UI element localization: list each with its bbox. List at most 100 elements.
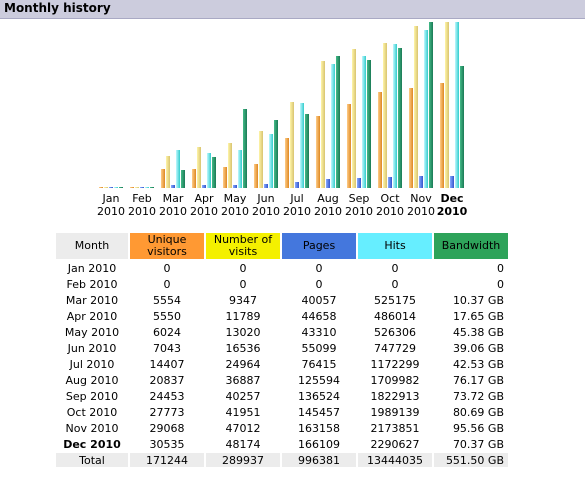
x-tick-year: 2010 xyxy=(252,205,280,218)
cell-month: Sep 2010 xyxy=(65,389,119,403)
x-tick-month: Dec xyxy=(440,192,463,205)
cell-month: Aug 2010 xyxy=(65,373,119,387)
cell-month: Apr 2010 xyxy=(66,309,118,323)
table-header-row: Month Unique visitors Number of visits P… xyxy=(56,233,508,259)
bar-unique_visitors-jul xyxy=(285,138,289,188)
cell-visits: 11789 xyxy=(225,309,261,323)
bar-unique_visitors-aug xyxy=(316,116,320,188)
x-tick-year: 2010 xyxy=(190,205,218,218)
x-tick-month: Jul xyxy=(289,192,303,205)
cell-uv: 171244 xyxy=(130,453,204,467)
x-tick-year: 2010 xyxy=(283,205,311,218)
bar-pages-may xyxy=(233,185,237,188)
bar-visits-dec xyxy=(445,22,449,188)
cell-visits: 9347 xyxy=(229,293,257,307)
cell-bw: 76.17 GB xyxy=(452,373,504,387)
cell-pages: 145457 xyxy=(298,405,340,419)
cell-bw: 42.53 GB xyxy=(452,357,504,371)
cell-visits: 48174 xyxy=(225,437,261,451)
cell-month: Feb 2010 xyxy=(66,277,118,291)
x-tick-year: 2010 xyxy=(97,205,125,218)
cell-hits: 526306 xyxy=(374,325,416,339)
cell-visits: 36887 xyxy=(225,373,261,387)
x-tick-year: 2010 xyxy=(128,205,156,218)
bar-bandwidth_gb-aug xyxy=(336,56,340,188)
bar-visits-may xyxy=(228,143,232,188)
bar-unique_visitors-jun xyxy=(254,164,258,188)
x-tick-year: 2010 xyxy=(159,205,187,218)
cell-hits: 1172299 xyxy=(370,357,420,371)
cell-visits: 41951 xyxy=(225,405,261,419)
cell-visits: 47012 xyxy=(225,421,261,435)
cell-visits: 289937 xyxy=(206,453,280,467)
cell-uv: 7043 xyxy=(153,341,181,355)
cell-hits: 525175 xyxy=(374,293,416,307)
cell-hits: 1709982 xyxy=(370,373,420,387)
bar-pages-jul xyxy=(295,182,299,188)
x-tick-year: 2010 xyxy=(345,205,373,218)
cell-bw: 39.06 GB xyxy=(452,341,504,355)
cell-uv: 30535 xyxy=(149,437,185,451)
cell-uv: 5550 xyxy=(153,309,181,323)
cell-visits: 40257 xyxy=(225,389,261,403)
cell-pages: 125594 xyxy=(298,373,340,387)
bar-hits-oct xyxy=(393,44,397,188)
cell-hits: 13444035 xyxy=(358,453,432,467)
cell-bw: 73.72 GB xyxy=(452,389,504,403)
bar-visits-oct xyxy=(383,43,387,188)
cell-pages: 55099 xyxy=(301,341,337,355)
table-row: Nov 2010 29068 47012 163158 2173851 95.56 GB xyxy=(56,421,508,435)
x-tick-month: Jan xyxy=(102,192,120,205)
x-tick-month: Apr xyxy=(194,192,214,205)
x-tick-month: Aug xyxy=(317,192,338,205)
cell-hits: 2173851 xyxy=(370,421,420,435)
bar-hits-feb xyxy=(145,187,149,188)
bar-unique_visitors-apr xyxy=(192,169,196,188)
bar-bandwidth_gb-mar xyxy=(181,170,185,188)
cell-uv: 0 xyxy=(163,261,171,275)
bar-visits-nov xyxy=(414,26,418,188)
table-row: May 2010 6024 13020 43310 526306 45.38 GB xyxy=(56,325,508,339)
cell-pages: 163158 xyxy=(298,421,340,435)
cell-pages: 136524 xyxy=(298,389,340,403)
bar-hits-aug xyxy=(331,64,335,188)
bar-unique_visitors-may xyxy=(223,167,227,188)
cell-month: Jan 2010 xyxy=(67,261,117,275)
bar-hits-jan xyxy=(114,187,118,188)
cell-visits: 13020 xyxy=(225,325,261,339)
bar-pages-apr xyxy=(202,185,206,188)
cell-bw: 45.38 GB xyxy=(452,325,504,339)
cell-month: Mar 2010 xyxy=(65,293,119,307)
bar-hits-dec xyxy=(455,22,459,188)
section-header: Monthly history xyxy=(0,0,585,19)
x-tick-month: Sep xyxy=(349,192,370,205)
bar-pages-mar xyxy=(171,185,175,188)
cell-pages: 76415 xyxy=(301,357,337,371)
table-total-row: Total 171244 289937 996381 13444035 551.50 GB xyxy=(56,453,508,467)
bar-bandwidth_gb-jul xyxy=(305,114,309,188)
table-row: Aug 2010 20837 36887 125594 1709982 76.17 GB xyxy=(56,373,508,387)
cell-month: Dec 2010 xyxy=(63,437,121,451)
cell-bw: 0 xyxy=(497,277,504,291)
bar-unique_visitors-dec xyxy=(440,83,444,188)
col-header-pages: Pages xyxy=(282,233,356,259)
bar-visits-jan xyxy=(104,187,108,188)
bar-unique_visitors-mar xyxy=(161,169,165,188)
cell-hits: 486014 xyxy=(374,309,416,323)
bar-hits-mar xyxy=(176,150,180,188)
cell-month: May 2010 xyxy=(64,325,120,339)
bar-visits-mar xyxy=(166,156,170,188)
cell-hits: 747729 xyxy=(374,341,416,355)
table-row: Sep 2010 24453 40257 136524 1822913 73.72 GB xyxy=(56,389,508,403)
bar-visits-feb xyxy=(135,187,139,188)
section-title: Monthly history xyxy=(4,1,111,15)
cell-uv: 6024 xyxy=(153,325,181,339)
x-tick-month: Jun xyxy=(256,192,274,205)
bar-bandwidth_gb-nov xyxy=(429,22,433,188)
x-tick-year: 2010 xyxy=(437,205,468,218)
col-header-month: Month xyxy=(56,233,128,259)
cell-bw: 70.37 GB xyxy=(452,437,504,451)
col-header-visits: Number of visits xyxy=(206,233,280,259)
cell-pages: 43310 xyxy=(301,325,337,339)
table-row: Dec 2010 30535 48174 166109 2290627 70.37 GB xyxy=(56,437,508,451)
